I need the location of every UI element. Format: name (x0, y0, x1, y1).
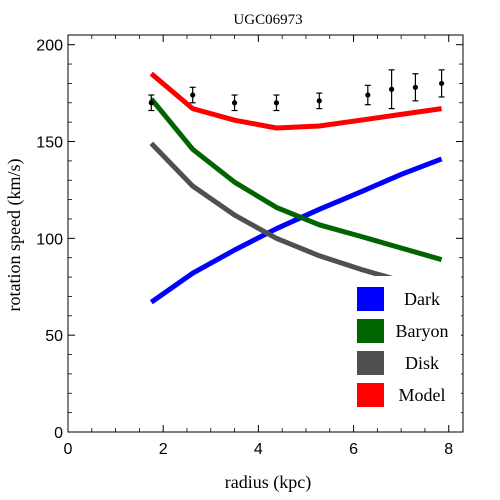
x-tick-label: 0 (64, 441, 73, 458)
series-line-baryon (149, 97, 443, 263)
x-tick-label: 8 (444, 441, 453, 458)
x-tick-label: 6 (349, 441, 358, 458)
y-axis: 0 50 100 150 200 (36, 38, 463, 442)
x-axis-label: radius (kpc) (225, 472, 311, 493)
plot-frame (67, 34, 464, 433)
legend-swatch-dark (357, 287, 384, 311)
x-tick-label: 2 (159, 441, 168, 458)
observed-point (365, 92, 371, 98)
observed-point (316, 98, 322, 104)
observed-point (412, 84, 419, 90)
x-tick-label: 4 (254, 441, 263, 458)
series-lines (149, 71, 443, 305)
legend: Dark Baryon Disk Model (335, 276, 461, 418)
observed-point (190, 92, 196, 98)
observed-point (438, 80, 445, 87)
series-line-dark (149, 156, 443, 305)
chart-title: UGC06973 (233, 12, 302, 28)
legend-label-dark: Dark (404, 289, 440, 309)
y-tick-label: 100 (36, 231, 63, 248)
legend-label-baryon: Baryon (396, 321, 449, 341)
y-axis-label: rotation speed (km/s) (4, 159, 25, 312)
y-tick-label: 0 (54, 425, 63, 442)
legend-swatch-model (357, 383, 384, 407)
y-tick-label: 50 (45, 328, 63, 345)
observed-point (273, 100, 280, 106)
observed-point (231, 100, 238, 106)
legend-label-disk: Disk (405, 353, 439, 373)
legend-label-model: Model (399, 385, 446, 405)
observed-point (148, 100, 154, 106)
y-tick-label: 150 (36, 135, 63, 152)
observed-points (148, 69, 445, 112)
y-tick-label: 200 (36, 38, 63, 55)
observed-point (389, 86, 395, 92)
legend-swatch-baryon (357, 319, 384, 343)
legend-swatch-disk (357, 351, 384, 375)
plot-area (67, 34, 464, 433)
legend-box (335, 276, 461, 418)
x-axis: 0 2 4 6 8 (64, 35, 453, 458)
series-line-model (149, 71, 442, 131)
